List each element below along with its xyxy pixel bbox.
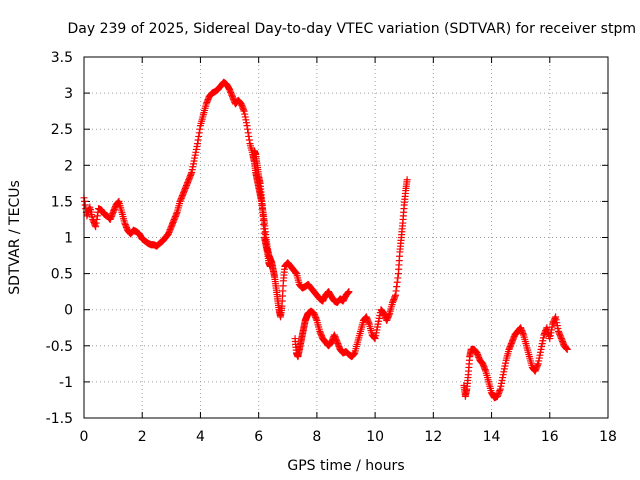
y-tick-label: -1: [59, 375, 73, 391]
data-point: [563, 345, 571, 353]
y-tick-label: 0.5: [51, 267, 73, 283]
x-tick-label: 12: [424, 429, 442, 445]
y-tick-label: 2: [64, 158, 73, 174]
x-tick-label: 4: [196, 429, 205, 445]
x-tick-label: 18: [599, 429, 617, 445]
y-tick-label: 1.5: [51, 194, 73, 210]
y-tick-label: 2.5: [51, 122, 73, 138]
plot-frame: [83, 56, 609, 419]
x-tick-label: 0: [80, 429, 89, 445]
y-tick-label: 1: [64, 231, 73, 247]
y-tick-label: 0: [64, 303, 73, 319]
y-tick-label: 3: [64, 86, 73, 102]
x-axis-label: GPS time / hours: [287, 458, 404, 474]
y-tick-label: 3.5: [51, 50, 73, 66]
y-tick-label: -0.5: [46, 339, 73, 355]
y-axis-label: SDTVAR / TECUs: [7, 180, 23, 295]
data-point: [266, 262, 274, 270]
y-tick-label: -1.5: [46, 411, 73, 427]
x-tick-label: 16: [541, 429, 559, 445]
x-tick-label: 14: [483, 429, 501, 445]
x-tick-label: 2: [138, 429, 147, 445]
grid: [84, 57, 608, 418]
x-tick-label: 10: [366, 429, 384, 445]
data-points: [80, 78, 571, 402]
data-point: [403, 176, 411, 184]
x-tick-label: 6: [254, 429, 263, 445]
x-tick-label: 8: [312, 429, 321, 445]
data-point: [345, 288, 353, 296]
axis-ticks: 0 2 4 6 8 10 12 14 16 18 -1.5 -1 -0.5 0 0.5 1 1.5 2 2.5 3 3.…: [46, 50, 617, 445]
chart-title: Day 239 of 2025, Sidereal Day-to-day VTE…: [67, 21, 636, 37]
